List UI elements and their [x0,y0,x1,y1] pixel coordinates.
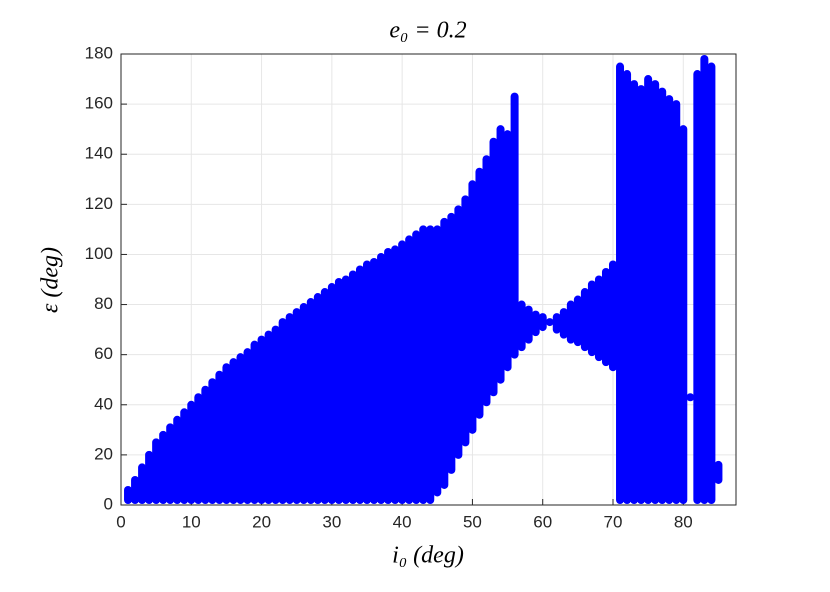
plot-frame [120,53,737,506]
y-tick-label: 80 [94,294,113,313]
x-tick-label: 30 [322,512,341,531]
x-tick-label: 0 [116,512,125,531]
x-tick-label: 40 [393,512,412,531]
x-tick-label: 80 [674,512,693,531]
x-tick-label: 20 [252,512,271,531]
y-tick-label: 20 [94,444,113,463]
y-tick-label: 60 [94,344,113,363]
y-tick-label: 120 [85,194,113,213]
x-tick-label: 50 [463,512,482,531]
x-tick-label: 70 [604,512,623,531]
x-axis-label: i₀ (deg) [392,543,464,569]
y-tick-label: 180 [85,43,113,62]
x-tick-label: 10 [182,512,201,531]
y-tick-label: 100 [85,244,113,263]
y-tick-label: 0 [104,494,113,513]
x-tick-label: 60 [533,512,552,531]
y-tick-label: 40 [94,394,113,413]
chart-title: e₀ = 0.2 [389,18,466,44]
y-axis-label: ε (deg) [38,247,64,313]
y-tick-label: 160 [85,94,113,113]
y-tick-label: 140 [85,144,113,163]
